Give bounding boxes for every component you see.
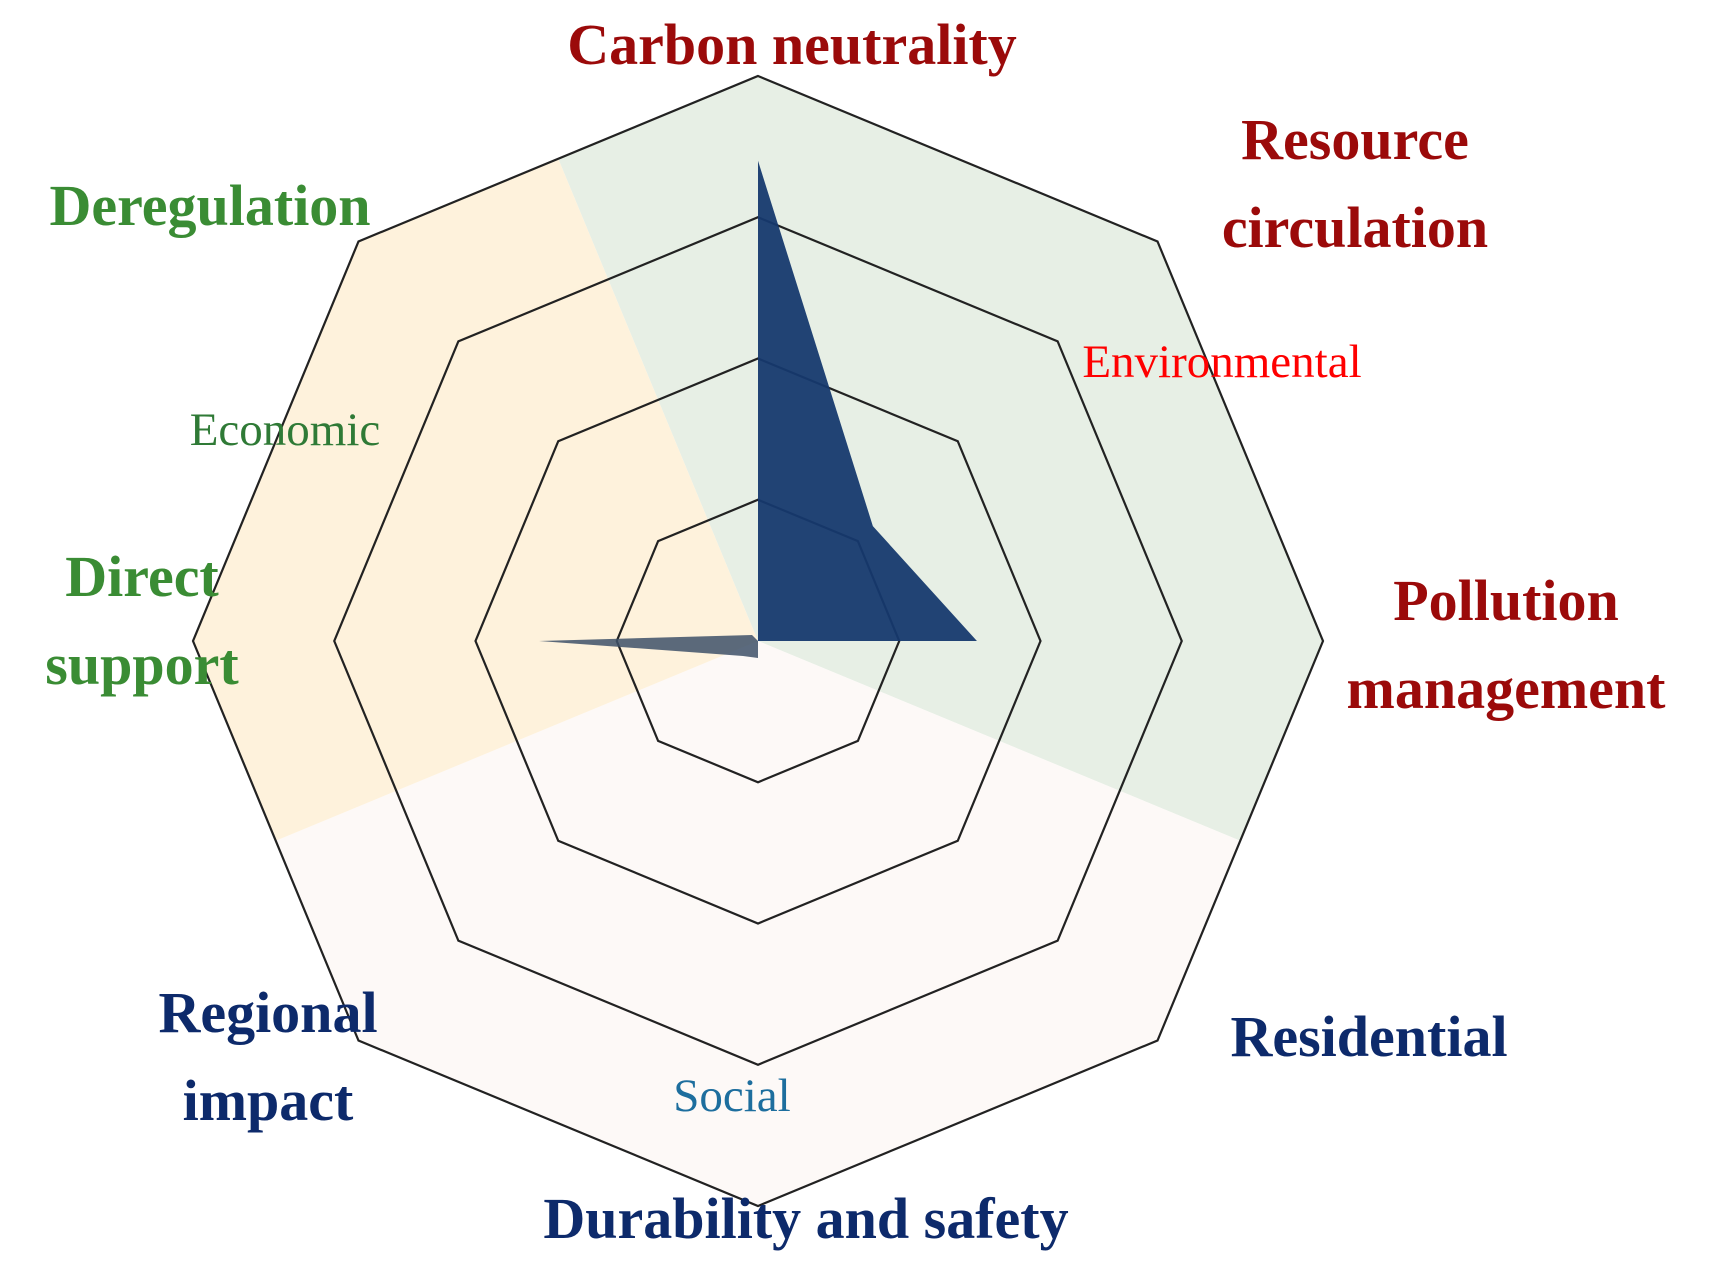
axis-label-line: Regional (158, 980, 377, 1045)
axis-label-line: management (1347, 656, 1667, 721)
grid-ring-3 (333, 216, 1183, 1066)
axis-label-line: circulation (1222, 195, 1488, 260)
axis-label-direct-support: Direct support (45, 544, 239, 697)
axis-label-regional-impact: Regional impact (158, 980, 377, 1133)
data-series (539, 160, 1103, 986)
group-label-economic: Economic (190, 404, 381, 456)
group-bands (193, 76, 1323, 1206)
axis-label-line: support (45, 632, 239, 697)
axis-label-line: Deregulation (49, 173, 370, 238)
axis-labels: Carbon neutrality Resource circulation Poll… (45, 12, 1666, 1251)
axis-label-resource-circulation: Resource circulation (1222, 107, 1488, 260)
band-economic (193, 158, 758, 841)
axis-label-line: Pollution (1393, 568, 1619, 633)
axis-label-line: impact (183, 1068, 354, 1133)
group-label-environmental: Environmental (1082, 336, 1361, 388)
axis-label-line: Resource (1241, 107, 1469, 172)
grid-ring-4 (191, 74, 1325, 1208)
axis-label-residential: Residential (1230, 1004, 1507, 1069)
axis-label-carbon-neutrality: Carbon neutrality (567, 12, 1017, 77)
band-environmental (558, 76, 1323, 841)
axis-label-line: Durability and safety (543, 1186, 1068, 1251)
axis-label-deregulation: Deregulation (49, 173, 370, 238)
series-polygon-3 (539, 635, 758, 658)
series-polygon-1 (758, 160, 977, 641)
axis-label-durability-and-safety: Durability and safety (543, 1186, 1068, 1251)
grid-rings (191, 74, 1325, 1208)
axis-label-line: Residential (1230, 1004, 1507, 1069)
axis-label-line: Carbon neutrality (567, 12, 1017, 77)
group-label-social: Social (673, 1070, 790, 1122)
grid-ring-2 (474, 357, 1042, 925)
axis-label-line: Direct (65, 544, 219, 609)
axis-label-pollution-management: Pollution management (1347, 568, 1667, 721)
group-labels: Environmental Social Economic (190, 336, 1362, 1122)
